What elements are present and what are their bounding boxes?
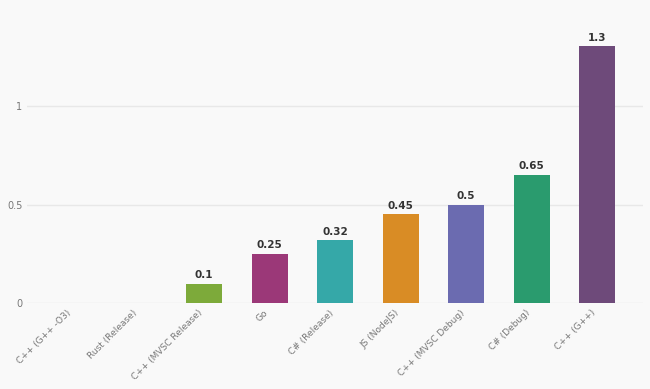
Bar [252,254,288,303]
Bar [514,175,550,303]
Bar [317,240,353,303]
Bar [186,284,222,303]
Text: 0.5: 0.5 [457,191,475,201]
Bar [579,46,615,303]
Text: 0.25: 0.25 [257,240,283,251]
Text: 0.32: 0.32 [322,226,348,237]
Text: 0.45: 0.45 [387,201,413,211]
Text: 1.3: 1.3 [588,33,606,43]
Text: 0.1: 0.1 [195,270,213,280]
Bar [383,214,419,303]
Bar [448,205,484,303]
Text: 0.65: 0.65 [519,161,545,172]
